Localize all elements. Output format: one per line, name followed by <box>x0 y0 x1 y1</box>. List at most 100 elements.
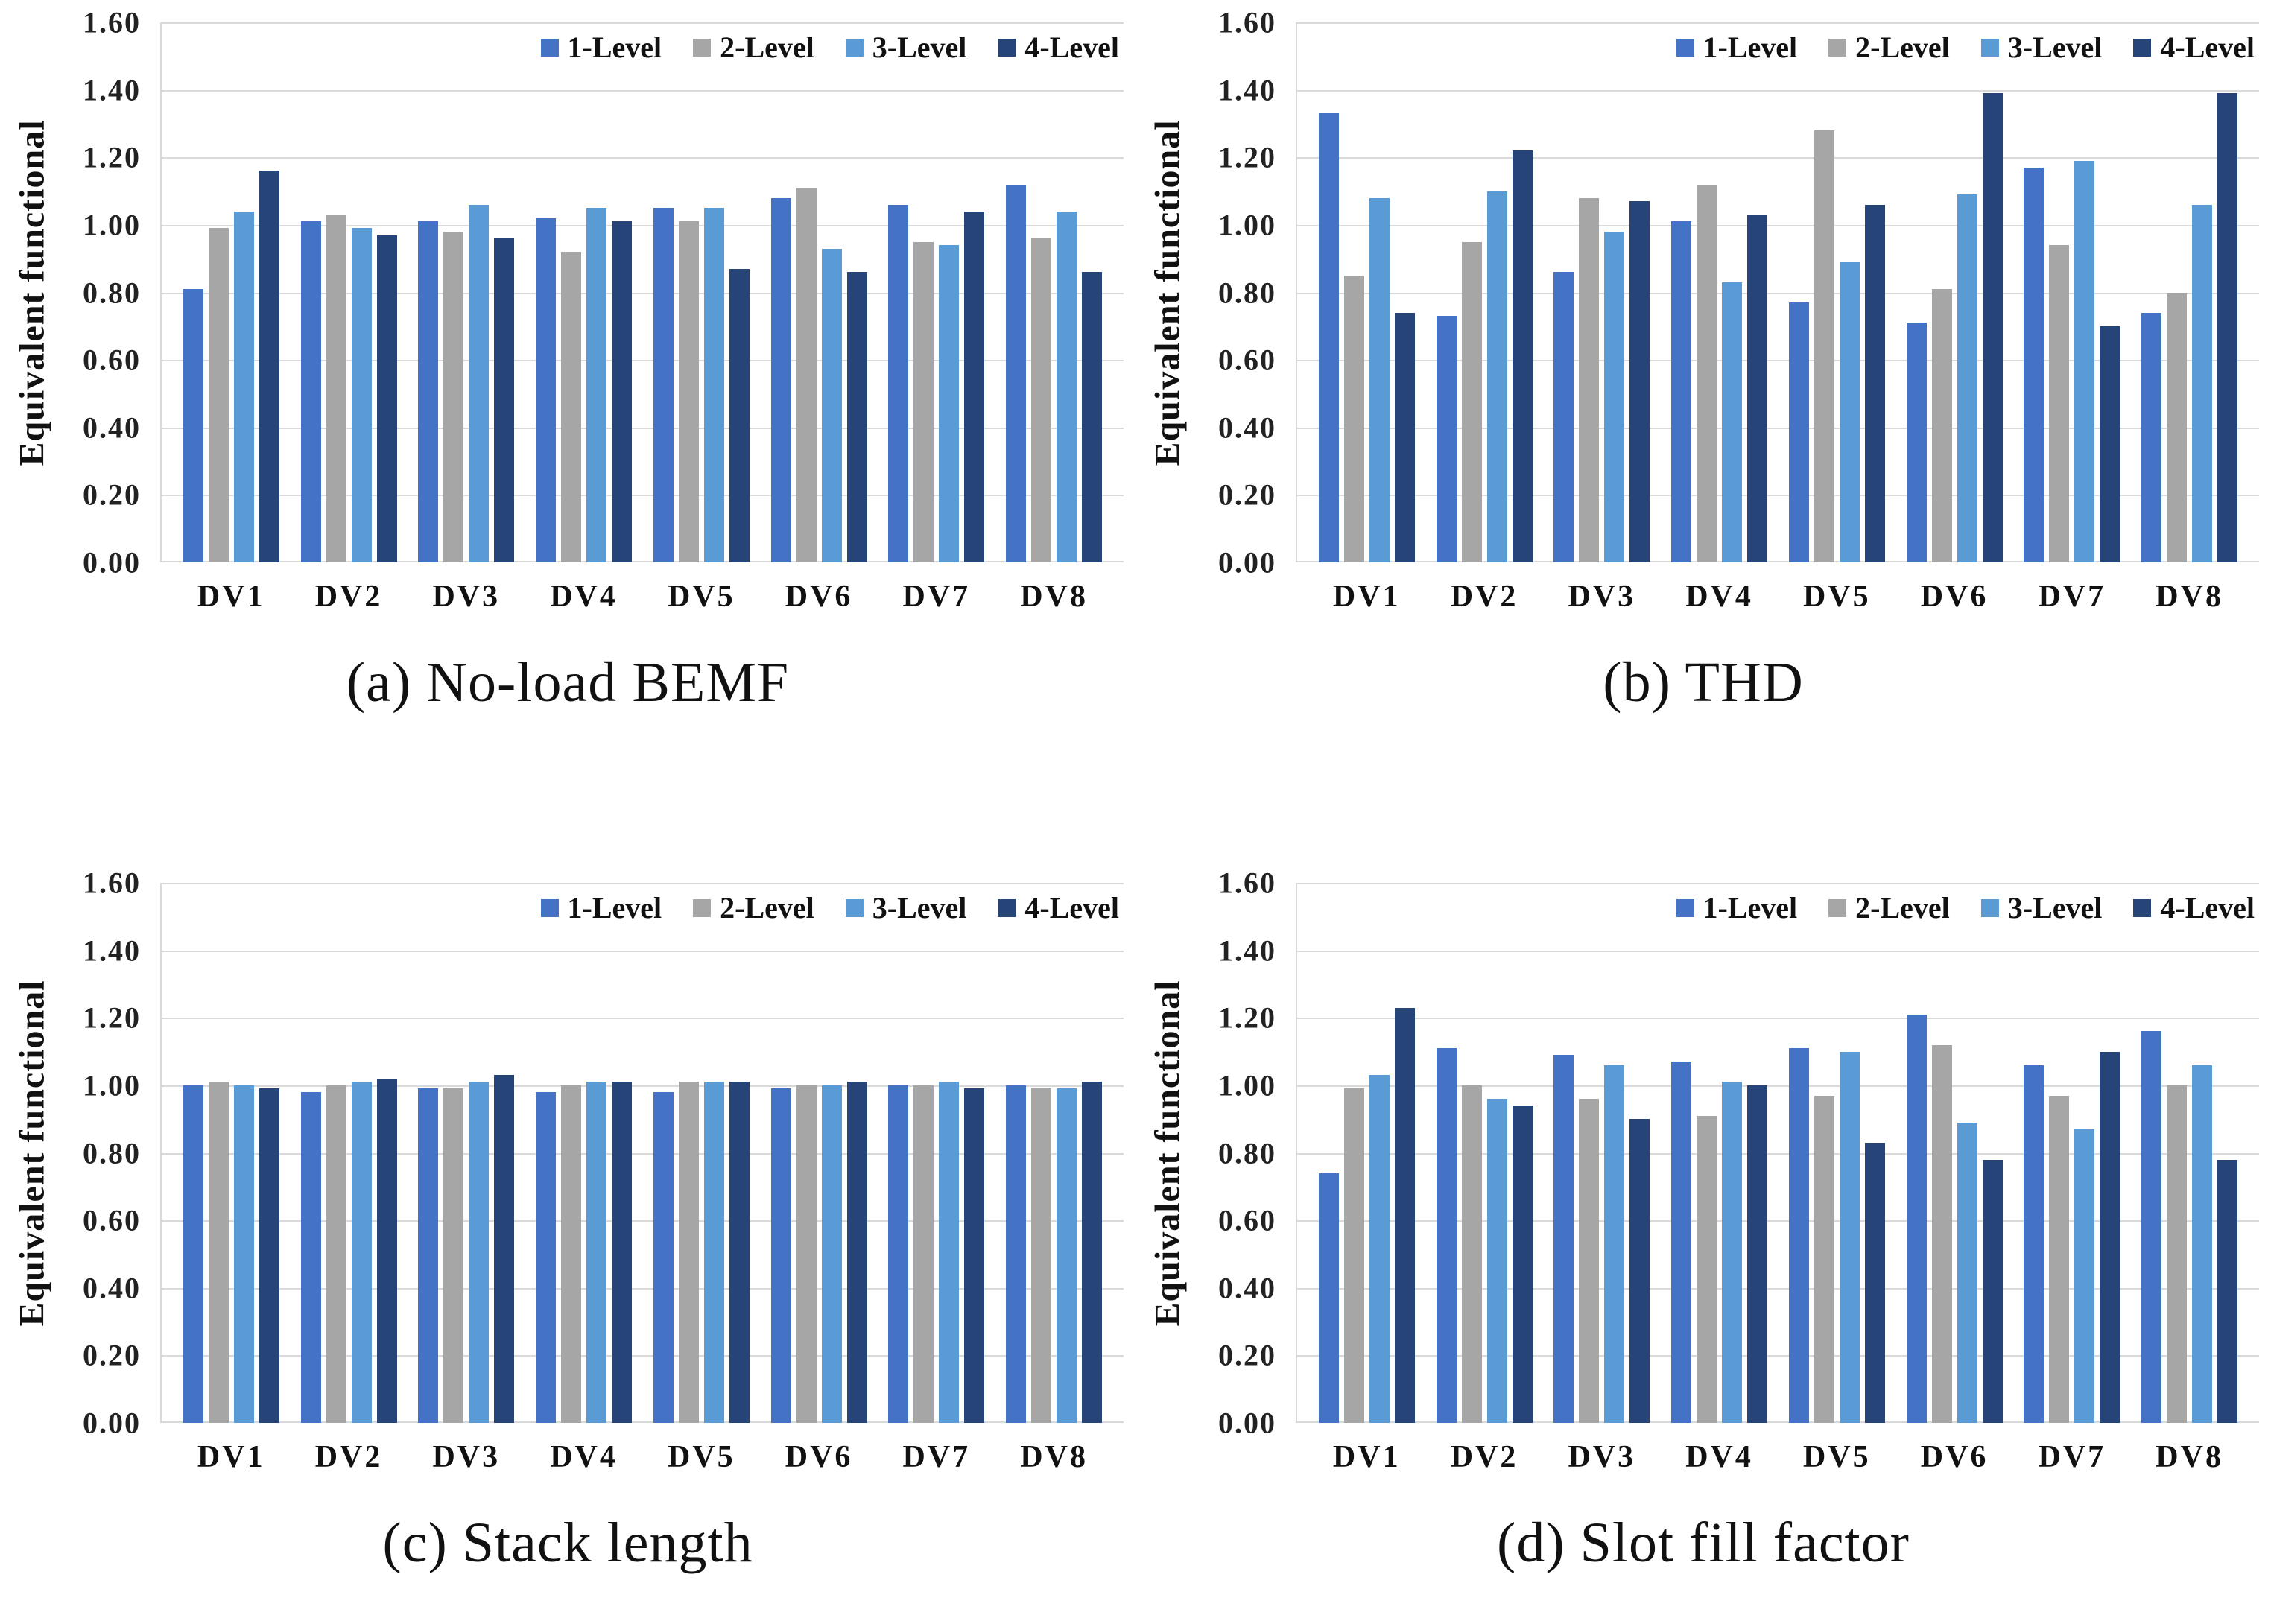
y-axis-title-column: Equivalent functional <box>1136 22 1199 562</box>
bar-1-level <box>1436 1048 1457 1423</box>
bar-4-level <box>612 221 633 562</box>
legend-label: 4-Level <box>2160 31 2255 64</box>
y-tick-label: 0.80 <box>1218 1136 1276 1170</box>
bar-1-level <box>1671 1062 1692 1423</box>
gridline <box>1297 292 2259 294</box>
y-tick-label: 1.00 <box>1218 1068 1276 1103</box>
legend-swatch-icon <box>1676 38 1694 57</box>
legend-label: 3-Level <box>872 891 967 924</box>
gridline <box>162 950 1124 952</box>
y-tick-label: 0.60 <box>1218 343 1276 377</box>
legend-label: 2-Level <box>720 891 814 924</box>
bar-group-dv5: DV5 <box>1788 883 1885 1474</box>
bar-2-level <box>1343 1088 1364 1423</box>
bar-4-level <box>729 1082 750 1423</box>
legend-item-4-level: 4-Level <box>2133 30 2255 65</box>
legend: 1-Level 2-Level 3-Level 4-Level <box>1673 889 2258 927</box>
y-tick-label: 1.60 <box>1218 866 1276 900</box>
x-axis-category-label: DV7 <box>2038 1440 2106 1474</box>
bar-1-level <box>770 1088 791 1423</box>
legend-swatch-icon <box>998 38 1016 57</box>
bar-4-level <box>1082 1082 1103 1423</box>
legend-swatch-icon <box>1828 898 1847 917</box>
bar-1-level <box>1671 221 1692 562</box>
y-tick-label: 0.00 <box>83 545 141 580</box>
bar-2-level <box>678 221 699 562</box>
bar-4-level <box>1394 312 1415 562</box>
y-axis-title-column: Equivalent functional <box>0 883 63 1423</box>
x-axis-category-label: DV3 <box>1568 1440 1636 1474</box>
chart-caption: (c) Stack length <box>382 1512 753 1574</box>
bar-2-level <box>1814 1095 1834 1423</box>
bar-group-dv8: DV8 <box>1006 883 1103 1474</box>
y-tick-label: 0.00 <box>83 1406 141 1440</box>
bar-group-dv1: DV1 <box>183 883 279 1474</box>
y-tick-label: 0.00 <box>1218 1406 1276 1440</box>
gridline <box>162 1355 1124 1357</box>
legend-item-3-level: 3-Level <box>845 890 967 925</box>
bar-group-dv6: DV6 <box>770 883 867 1474</box>
bar-groups: DV1 DV2 DV3 DV4 DV5 DV6 DV7 DV8 <box>1297 22 2259 614</box>
bar-3-level <box>1604 231 1625 562</box>
bar-1-level <box>1436 316 1457 562</box>
x-axis-category-label: DV7 <box>2038 580 2106 614</box>
bar-group-dv3: DV3 <box>1553 22 1650 614</box>
gridline <box>162 495 1124 497</box>
x-axis-category-label: DV8 <box>1020 1440 1088 1474</box>
bar-group-dv3: DV3 <box>418 883 515 1474</box>
bar-groups: DV1 DV2 DV3 DV4 DV5 DV6 DV7 DV8 <box>162 883 1124 1474</box>
bar-3-level <box>586 1082 607 1423</box>
x-axis-category-label: DV8 <box>2156 1440 2223 1474</box>
bar-group-dv2: DV2 <box>300 22 397 614</box>
bar-4-level <box>1629 201 1650 562</box>
legend-item-2-level: 2-Level <box>693 890 814 925</box>
legend-label: 2-Level <box>720 31 814 64</box>
bar-2-level <box>443 1088 464 1423</box>
bar-2-level <box>2167 1085 2188 1423</box>
legend-item-1-level: 1-Level <box>1676 30 1797 65</box>
bar-3-level <box>469 1082 490 1423</box>
bar-group-dv5: DV5 <box>653 22 750 614</box>
legend-item-3-level: 3-Level <box>1980 30 2103 65</box>
legend-item-4-level: 4-Level <box>998 890 1119 925</box>
y-axis-ticks: 0.00 0.20 0.40 0.60 0.80 1.00 1.20 1.40 1.60 <box>1199 866 1282 1440</box>
legend-label: 3-Level <box>2007 31 2103 64</box>
gridline <box>1297 427 2259 429</box>
gridline <box>162 89 1124 92</box>
bar-group-dv4: DV4 <box>1671 883 1768 1474</box>
legend-item-2-level: 2-Level <box>693 30 814 65</box>
bar-1-level <box>2024 167 2044 562</box>
y-axis-title-column: Equivalent functional <box>0 22 63 562</box>
bar-group-dv7: DV7 <box>888 22 985 614</box>
legend-label: 3-Level <box>872 31 967 64</box>
gridline <box>1297 1220 2259 1222</box>
bar-2-level <box>913 1085 934 1423</box>
y-axis-title: Equivalent functional <box>1147 979 1187 1327</box>
bar-3-level <box>233 1085 254 1423</box>
gridline <box>162 224 1124 226</box>
gridline <box>1297 1152 2259 1155</box>
gridline <box>1297 89 2259 92</box>
legend-swatch-icon <box>1980 38 1999 57</box>
bar-group-dv3: DV3 <box>418 22 515 614</box>
x-axis-category-label: DV6 <box>1920 580 1989 614</box>
bar-2-level <box>2049 245 2070 562</box>
chart-slot-fill-factor: Equivalent functional 0.00 0.20 0.40 0.60 0.… <box>1136 812 2271 1624</box>
bar-3-level <box>1486 191 1507 562</box>
bar-1-level <box>1906 323 1927 562</box>
legend-label: 4-Level <box>2160 891 2255 924</box>
bar-group-dv4: DV4 <box>1671 22 1768 614</box>
bar-1-level <box>653 208 674 562</box>
legend-label: 1-Level <box>1703 891 1798 924</box>
gridline <box>162 1220 1124 1222</box>
legend: 1-Level 2-Level 3-Level 4-Level <box>537 889 1122 927</box>
legend-label: 3-Level <box>2007 891 2103 924</box>
bar-4-level <box>2217 1159 2238 1423</box>
bar-1-level <box>888 1085 909 1423</box>
bar-3-level <box>1057 1088 1077 1423</box>
bar-1-level <box>1788 1048 1809 1423</box>
gridline <box>1297 224 2259 226</box>
legend: 1-Level 2-Level 3-Level 4-Level <box>1673 28 2258 66</box>
bar-3-level <box>586 208 607 562</box>
bar-1-level <box>300 221 321 562</box>
